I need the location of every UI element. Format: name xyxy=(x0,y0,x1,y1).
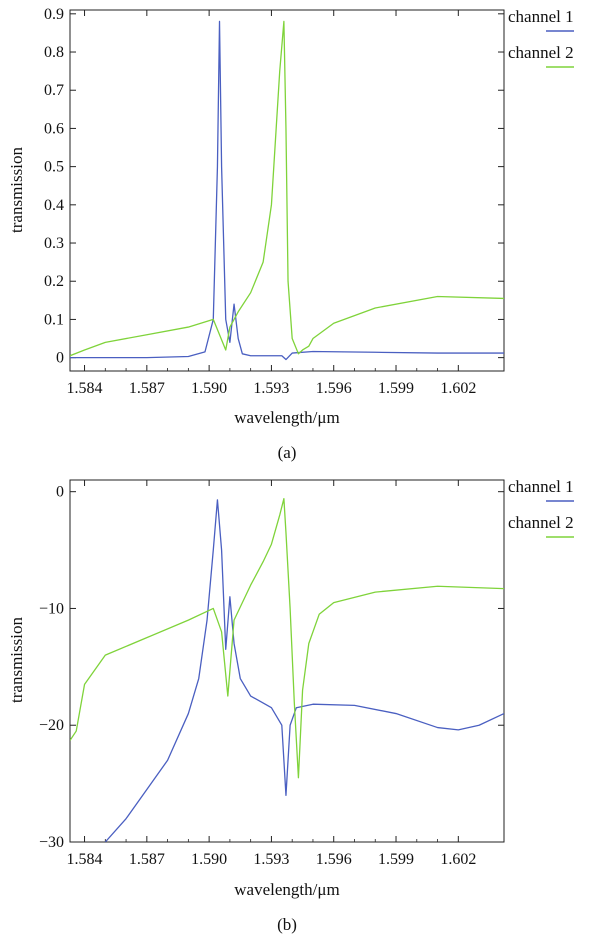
x-tick-label-a: 1.587 xyxy=(129,380,165,397)
legend-label-b-1: channel 1 xyxy=(508,477,574,496)
y-tick-label-a: 0.5 xyxy=(44,159,64,176)
panel-b xyxy=(69,479,505,843)
y-tick-label-a: 0.8 xyxy=(44,44,64,61)
panel-a xyxy=(69,9,505,372)
series-line-b-2 xyxy=(70,498,504,779)
legend-label-a-1: channel 1 xyxy=(508,7,574,26)
x-tick-label-a: 1.590 xyxy=(191,380,227,397)
x-tick-label-a: 1.584 xyxy=(67,380,103,397)
panel-label-a: (a) xyxy=(278,443,297,462)
x-tick-label-b: 1.599 xyxy=(378,851,414,868)
x-tick-label-a: 1.593 xyxy=(253,380,289,397)
x-tick-label-b: 1.584 xyxy=(67,851,103,868)
y-tick-label-a: 0.3 xyxy=(44,235,64,252)
x-axis-label-a: wavelength/μm xyxy=(234,408,339,427)
y-tick-label-a: 0 xyxy=(56,350,64,367)
panel-label-b: (b) xyxy=(277,915,297,934)
x-tick-label-b: 1.596 xyxy=(316,851,352,868)
legend-label-b-2: channel 2 xyxy=(508,513,574,532)
y-tick-label-b: −10 xyxy=(39,600,64,617)
y-tick-label-a: 0.6 xyxy=(44,120,64,137)
y-tick-label-b: −30 xyxy=(39,834,64,851)
x-tick-label-b: 1.587 xyxy=(129,851,165,868)
series-line-b-1 xyxy=(104,499,504,842)
y-tick-label-a: 0.4 xyxy=(44,197,64,214)
x-tick-label-a: 1.596 xyxy=(316,380,352,397)
y-tick-label-b: 0 xyxy=(56,484,64,501)
x-tick-label-b: 1.590 xyxy=(191,851,227,868)
y-tick-label-a: 0.2 xyxy=(44,273,64,290)
x-tick-label-a: 1.602 xyxy=(440,380,476,397)
x-tick-label-b: 1.593 xyxy=(253,851,289,868)
x-tick-label-b: 1.602 xyxy=(440,851,476,868)
y-tick-label-a: 0.9 xyxy=(44,6,64,23)
y-tick-label-b: −20 xyxy=(39,717,64,734)
x-axis-label-b: wavelength/μm xyxy=(234,880,339,899)
y-axis-label-a: transmission xyxy=(7,147,26,233)
y-tick-label-a: 0.7 xyxy=(44,82,64,99)
legend-label-a-2: channel 2 xyxy=(508,43,574,62)
plot-frame-a xyxy=(69,9,505,372)
x-tick-label-a: 1.599 xyxy=(378,380,414,397)
y-axis-label-b: transmission xyxy=(7,617,26,703)
series-line-a-2 xyxy=(70,20,504,357)
plot-frame-b xyxy=(69,479,505,843)
y-tick-label-a: 0.1 xyxy=(44,311,64,328)
